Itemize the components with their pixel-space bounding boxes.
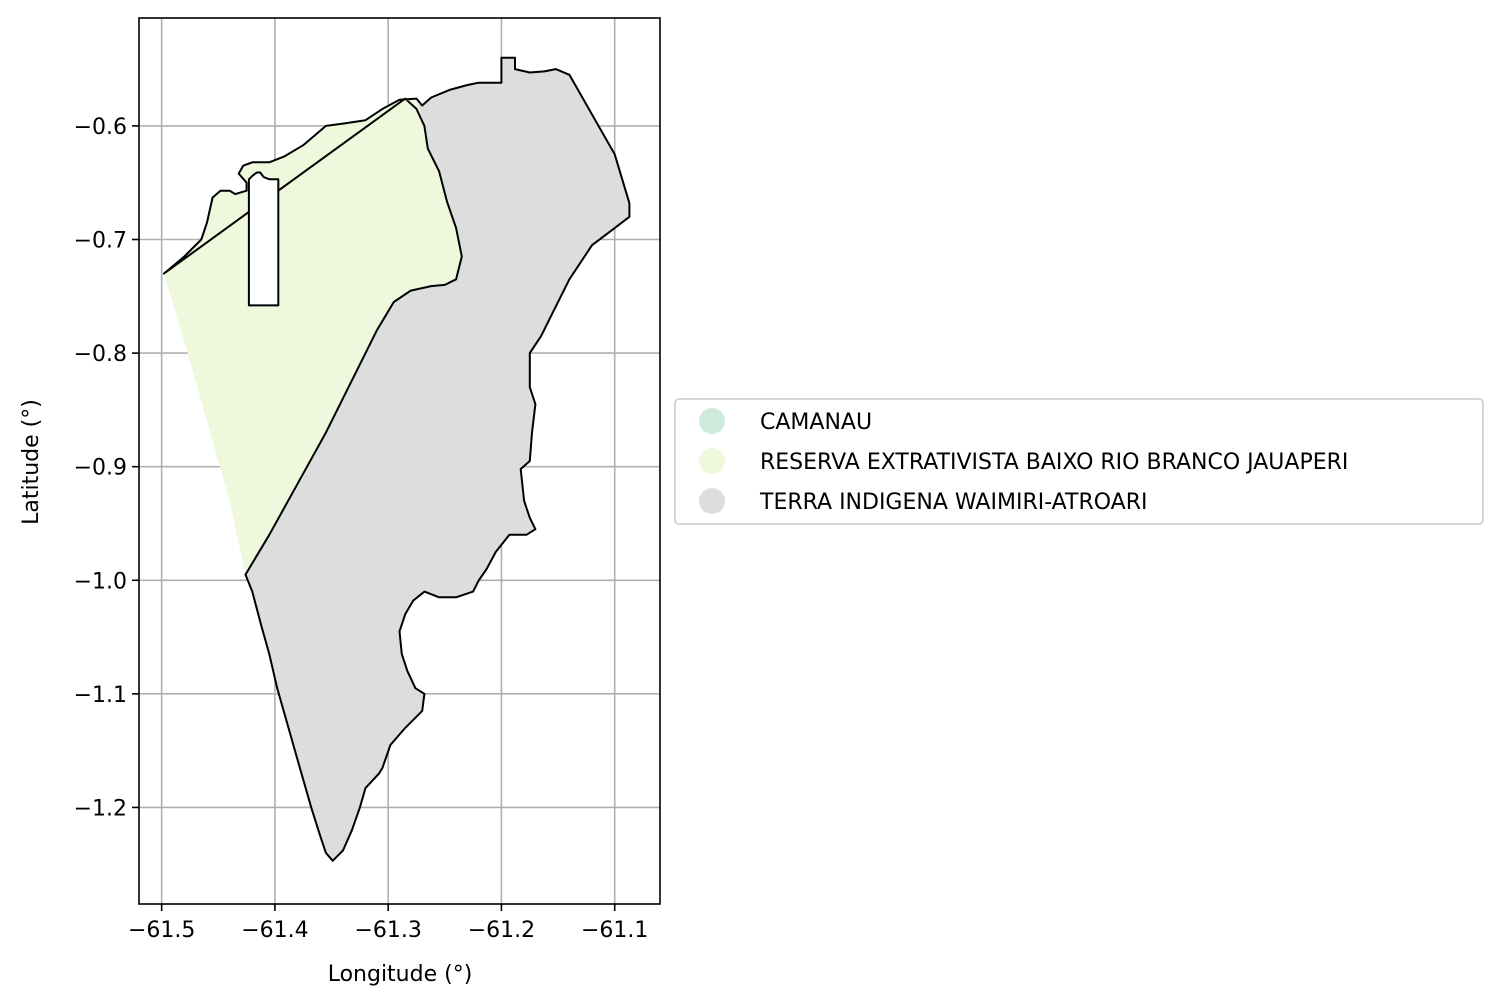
region-terra-indigena-waimiri-atroari xyxy=(163,57,630,861)
excluded-area xyxy=(247,171,280,307)
x-tick-label: −61.3 xyxy=(354,918,421,943)
x-axis-ticks: −61.5 −61.4 −61.3 −61.2 −61.1 xyxy=(128,904,648,943)
y-axis-title: Latitude (°) xyxy=(19,399,44,525)
y-tick-label: −0.9 xyxy=(74,456,127,481)
legend-marker-reserva-extrativista-baixo-rio-branco-jauaperi xyxy=(699,448,725,474)
hole-layer xyxy=(247,171,280,307)
region-reserva-extrativista-baixo-rio-branco-jauaperi xyxy=(163,98,462,575)
legend-frame xyxy=(674,398,1484,525)
x-tick-label: −61.5 xyxy=(128,918,195,943)
legend-label-terra-indigena-waimiri-atroari: TERRA INDIGENA WAIMIRI-ATROARI xyxy=(759,490,1148,515)
y-tick-label: −0.8 xyxy=(74,342,127,367)
area-outline xyxy=(162,56,631,862)
x-tick-label: −61.1 xyxy=(581,918,648,943)
y-tick-label: −1.1 xyxy=(74,683,127,708)
legend-marker-terra-indigena-waimiri-atroari xyxy=(699,488,725,514)
legend: CAMANAU RESERVA EXTRATIVISTA BAIXO RIO BR… xyxy=(674,398,1484,525)
y-tick-label: −1.2 xyxy=(74,796,127,821)
legend-marker-camanau xyxy=(699,408,725,434)
y-tick-label: −0.6 xyxy=(74,115,127,140)
x-tick-label: −61.4 xyxy=(241,918,308,943)
y-tick-label: −0.7 xyxy=(74,229,127,254)
plot-area xyxy=(138,17,661,905)
y-axis-ticks: −0.6 −0.7 −0.8 −0.9 −1.0 −1.1 −1.2 xyxy=(74,115,139,821)
axes-frame xyxy=(138,17,661,905)
legend-items: CAMANAU RESERVA EXTRATIVISTA BAIXO RIO BR… xyxy=(699,408,1348,515)
region-layer xyxy=(162,56,631,862)
legend-label-reserva-extrativista-baixo-rio-branco-jauaperi: RESERVA EXTRATIVISTA BAIXO RIO BRANCO JA… xyxy=(760,450,1348,475)
x-axis-title: Longitude (°) xyxy=(328,962,473,987)
y-tick-label: −1.0 xyxy=(74,569,127,594)
x-tick-label: −61.2 xyxy=(468,918,535,943)
legend-label-camanau: CAMANAU xyxy=(760,410,872,435)
